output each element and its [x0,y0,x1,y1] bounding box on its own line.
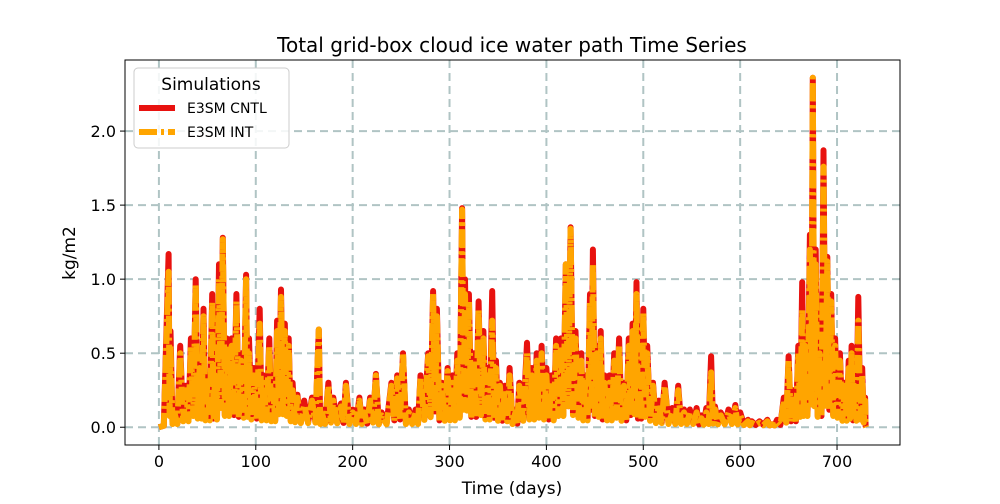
series-layer [158,74,869,431]
y-tick-label: 1.0 [91,270,116,289]
y-tick-label: 0.0 [91,418,116,437]
x-tick-label: 500 [628,452,659,471]
x-tick-label: 700 [822,452,853,471]
y-tick-label: 2.0 [91,122,116,141]
x-tick-label: 200 [337,452,368,471]
x-tick-label: 600 [725,452,756,471]
x-tick-label: 0 [154,452,164,471]
y-tick-label: 0.5 [91,344,116,363]
x-axis-label: Time (days) [461,479,562,499]
legend-label-e3sm-int: E3SM INT [187,125,254,141]
chart-title: Total grid-box cloud ice water path Time… [276,33,747,57]
legend-label-e3sm-cntl: E3SM CNTL [187,101,267,117]
x-tick-label: 100 [241,452,272,471]
legend: Simulations E3SM CNTL E3SM INT [133,67,290,149]
series-line-e3sm-int [158,74,869,431]
y-tick-label: 1.5 [91,196,116,215]
y-axis-ticks: 0.0 0.5 1.0 1.5 2.0 [91,122,125,437]
x-axis-ticks: 0 100 200 300 400 500 600 700 [154,445,852,471]
x-tick-label: 300 [434,452,465,471]
legend-title: Simulations [161,75,261,95]
plot-frame [124,59,901,446]
x-tick-label: 400 [531,452,562,471]
y-axis-label: kg/m2 [60,226,80,280]
legend-box [133,67,290,149]
